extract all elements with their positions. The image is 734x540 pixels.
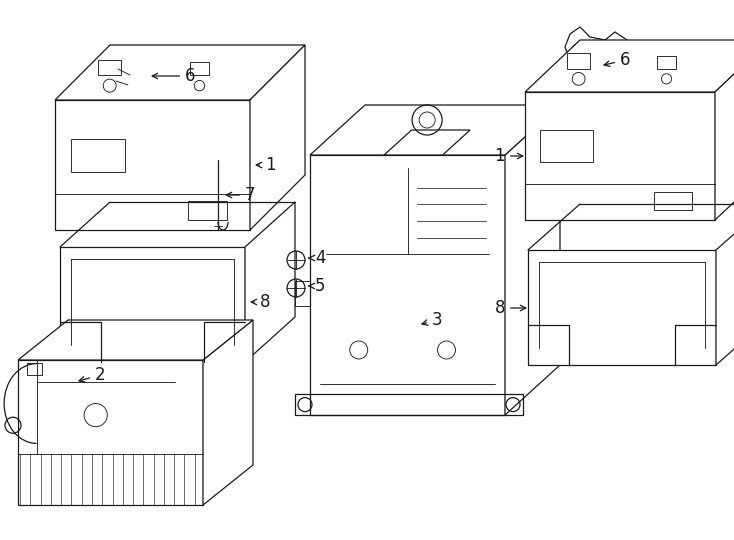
Text: 8: 8 <box>251 293 271 311</box>
Polygon shape <box>310 155 505 415</box>
Text: 5: 5 <box>309 277 325 295</box>
Text: 3: 3 <box>422 311 443 329</box>
Text: 2: 2 <box>79 366 106 384</box>
Polygon shape <box>18 360 203 505</box>
Polygon shape <box>384 130 470 155</box>
Text: 1: 1 <box>256 156 276 174</box>
Polygon shape <box>18 320 253 360</box>
Polygon shape <box>60 247 245 362</box>
Polygon shape <box>525 40 734 92</box>
Polygon shape <box>203 320 253 505</box>
Text: 1: 1 <box>495 147 523 165</box>
Text: 4: 4 <box>309 249 325 267</box>
Text: 8: 8 <box>495 299 526 317</box>
Polygon shape <box>55 45 305 100</box>
Polygon shape <box>716 204 734 365</box>
Polygon shape <box>505 105 560 415</box>
Text: 7: 7 <box>226 186 255 204</box>
Polygon shape <box>55 100 250 230</box>
Polygon shape <box>250 45 305 230</box>
Text: 6: 6 <box>152 67 195 85</box>
Polygon shape <box>528 250 716 365</box>
Polygon shape <box>310 105 560 155</box>
Polygon shape <box>525 92 715 220</box>
Polygon shape <box>245 202 295 362</box>
Polygon shape <box>715 40 734 220</box>
Text: 6: 6 <box>604 51 631 69</box>
